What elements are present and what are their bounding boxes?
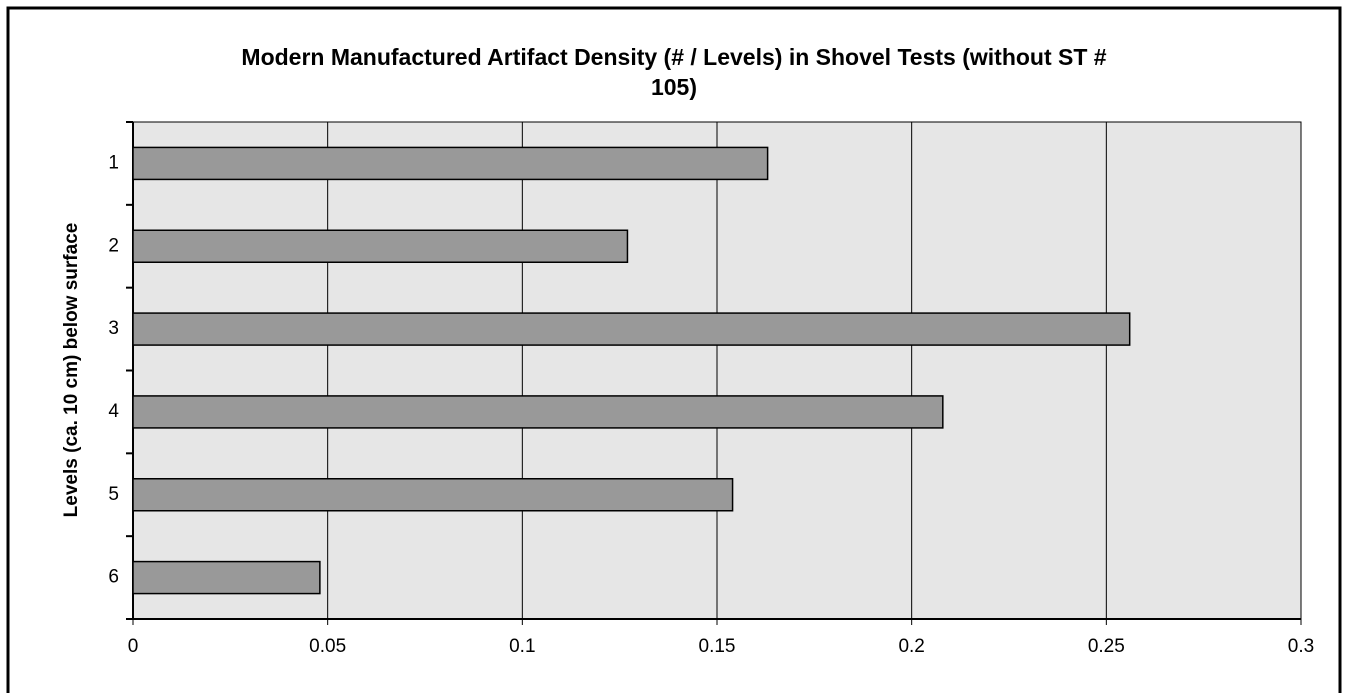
bar [132, 312, 1131, 346]
chart-title: Modern Manufactured Artifact Density (# … [241, 44, 1107, 100]
bar [132, 478, 734, 512]
y-axis-label: Levels (ca. 10 cm) below surface [61, 223, 82, 518]
x-tick-label: 0.2 [898, 636, 924, 657]
bar [132, 146, 769, 181]
x-tick-label: 0 [128, 636, 139, 657]
y-tick-label: 4 [108, 401, 119, 422]
y-tick-label: 5 [108, 484, 119, 505]
bar [132, 395, 944, 429]
x-tick-label: 0.05 [309, 636, 346, 657]
x-tick-label: 0.15 [699, 636, 736, 657]
bar [132, 229, 629, 263]
y-tick-label: 3 [108, 318, 119, 339]
x-tick-label: 0.1 [509, 636, 535, 657]
frame [6, 6, 1342, 693]
y-tick-label: 2 [108, 235, 119, 256]
x-tick-label: 0.3 [1288, 636, 1314, 657]
x-tick-label: 0.25 [1088, 636, 1125, 657]
y-tick-label: 1 [108, 152, 119, 173]
bar [132, 560, 321, 595]
y-tick-label: 6 [108, 567, 119, 588]
